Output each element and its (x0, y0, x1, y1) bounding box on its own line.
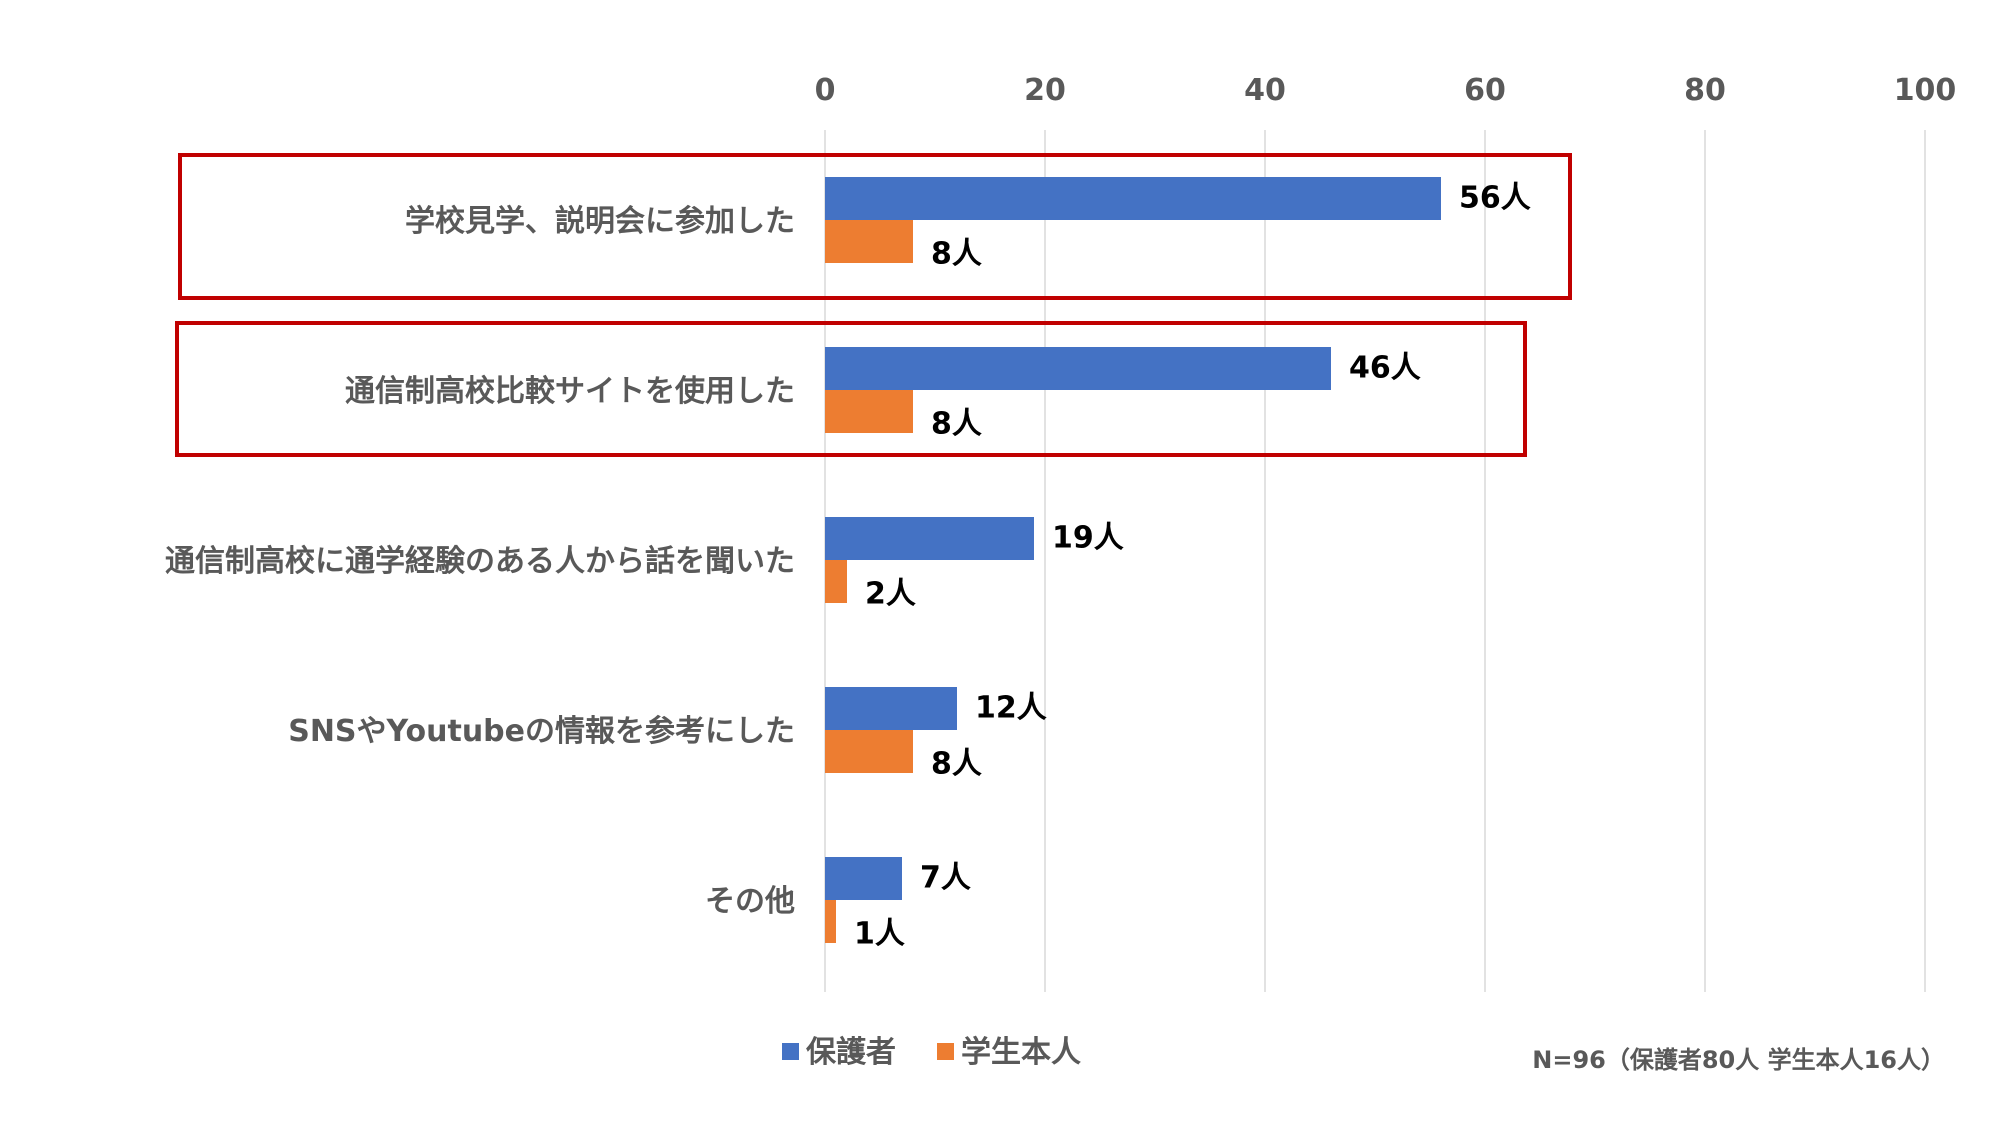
legend-label-guardian: 保護者 (806, 1035, 896, 1070)
bar-guardian-1 (825, 347, 1331, 390)
bar-guardian-2 (825, 517, 1034, 560)
data-labels: 56人 46人 19人 12人 7人 8人 8人 2人 8人 1人 (854, 181, 1531, 952)
legend: 保護者 学生本人 (782, 1035, 1081, 1070)
bar-student-0 (825, 220, 913, 263)
highlight-box-0 (178, 153, 1572, 300)
data-label-student-0: 8人 (931, 237, 982, 272)
bar-student-2 (825, 560, 847, 603)
gridlines (824, 130, 1926, 992)
sample-size-note: N=96（保護者80人 学生本人16人） (1532, 1046, 1945, 1074)
data-label-student-4: 1人 (854, 917, 905, 952)
legend-swatch-student (937, 1043, 954, 1060)
bar-student-1 (825, 390, 913, 433)
bars (825, 177, 1441, 943)
category-label: その他 (705, 884, 795, 919)
category-label: SNSやYoutubeの情報を参考にした (288, 714, 795, 749)
data-label-guardian-3: 12人 (975, 691, 1047, 726)
bar-guardian-3 (825, 687, 957, 730)
data-label-guardian-1: 46人 (1349, 351, 1421, 386)
legend-swatch-guardian (782, 1043, 799, 1060)
data-label-student-1: 8人 (931, 407, 982, 442)
data-label-guardian-2: 19人 (1052, 521, 1124, 556)
highlight-boxes (175, 153, 1572, 457)
legend-label-student: 学生本人 (961, 1035, 1081, 1070)
x-axis-ticks: 0 20 40 60 80 100 (815, 73, 1957, 108)
x-tick-label-40: 40 (1244, 73, 1286, 108)
category-label: 通信制高校比較サイトを使用した (345, 374, 795, 409)
data-label-guardian-0: 56人 (1459, 181, 1531, 216)
category-label: 通信制高校に通学経験のある人から話を聞いた (165, 544, 795, 579)
category-labels: 学校見学、説明会に参加した通信制高校比較サイトを使用した通信制高校に通学経験のあ… (165, 204, 795, 919)
x-tick-label-0: 0 (815, 73, 836, 108)
bar-student-4 (825, 900, 836, 943)
data-label-student-2: 2人 (865, 577, 916, 612)
x-tick-label-60: 60 (1464, 73, 1506, 108)
data-label-student-3: 8人 (931, 747, 982, 782)
x-tick-label-80: 80 (1684, 73, 1726, 108)
highlight-box-1 (175, 321, 1527, 457)
x-tick-label-100: 100 (1894, 73, 1957, 108)
x-tick-label-20: 20 (1024, 73, 1066, 108)
bar-student-3 (825, 730, 913, 773)
bar-guardian-0 (825, 177, 1441, 220)
bar-guardian-4 (825, 857, 902, 900)
category-label: 学校見学、説明会に参加した (405, 204, 795, 239)
data-label-guardian-4: 7人 (920, 861, 971, 896)
